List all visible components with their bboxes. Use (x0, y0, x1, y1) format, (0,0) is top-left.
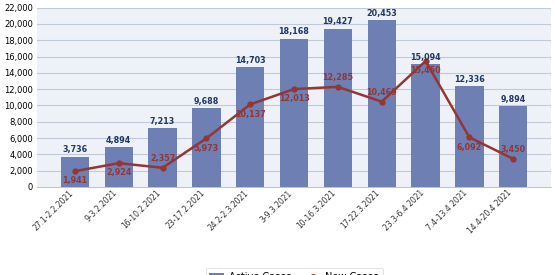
Text: 12,285: 12,285 (322, 73, 354, 82)
Text: 4,894: 4,894 (106, 136, 132, 145)
Text: 6,092: 6,092 (457, 143, 482, 152)
Bar (280, 39, 309, 187)
Text: 10,469: 10,469 (366, 88, 397, 97)
New Cases (466, 136, 473, 139)
Text: 20,453: 20,453 (366, 9, 397, 18)
Text: 3,450: 3,450 (501, 145, 526, 154)
Text: 1,941: 1,941 (62, 177, 88, 185)
New Cases (335, 85, 341, 89)
New Cases (379, 100, 385, 103)
Text: 9,688: 9,688 (194, 97, 219, 106)
New Cases (115, 161, 122, 165)
Text: 7,213: 7,213 (150, 117, 175, 126)
Bar (411, 64, 440, 187)
Bar (499, 106, 527, 187)
Text: 15,450: 15,450 (410, 66, 441, 75)
Text: 12,336: 12,336 (454, 75, 485, 84)
Bar (192, 108, 221, 187)
Text: 2,357: 2,357 (150, 154, 175, 163)
Text: 9,894: 9,894 (501, 95, 526, 104)
New Cases (72, 169, 78, 173)
Line: New Cases: New Cases (73, 59, 516, 174)
Text: 19,427: 19,427 (322, 17, 354, 26)
Text: 10,137: 10,137 (235, 110, 265, 119)
New Cases (203, 137, 210, 140)
New Cases (247, 103, 254, 106)
New Cases (510, 157, 517, 161)
Bar (455, 86, 483, 187)
New Cases (291, 87, 297, 91)
Bar (104, 147, 133, 187)
Text: 18,168: 18,168 (279, 28, 310, 37)
New Cases (422, 59, 429, 63)
New Cases (159, 166, 166, 169)
Text: 2,924: 2,924 (106, 169, 132, 177)
Text: 15,094: 15,094 (410, 53, 441, 62)
Bar (60, 156, 89, 187)
Text: 12,013: 12,013 (279, 94, 310, 103)
Bar (324, 29, 352, 187)
Bar (367, 20, 396, 187)
Text: 5,973: 5,973 (194, 144, 219, 153)
Text: 3,736: 3,736 (62, 145, 88, 154)
Bar (148, 128, 177, 187)
Legend: Active Cases, New Cases: Active Cases, New Cases (205, 268, 382, 275)
Bar (236, 67, 265, 187)
Text: 14,703: 14,703 (235, 56, 265, 65)
